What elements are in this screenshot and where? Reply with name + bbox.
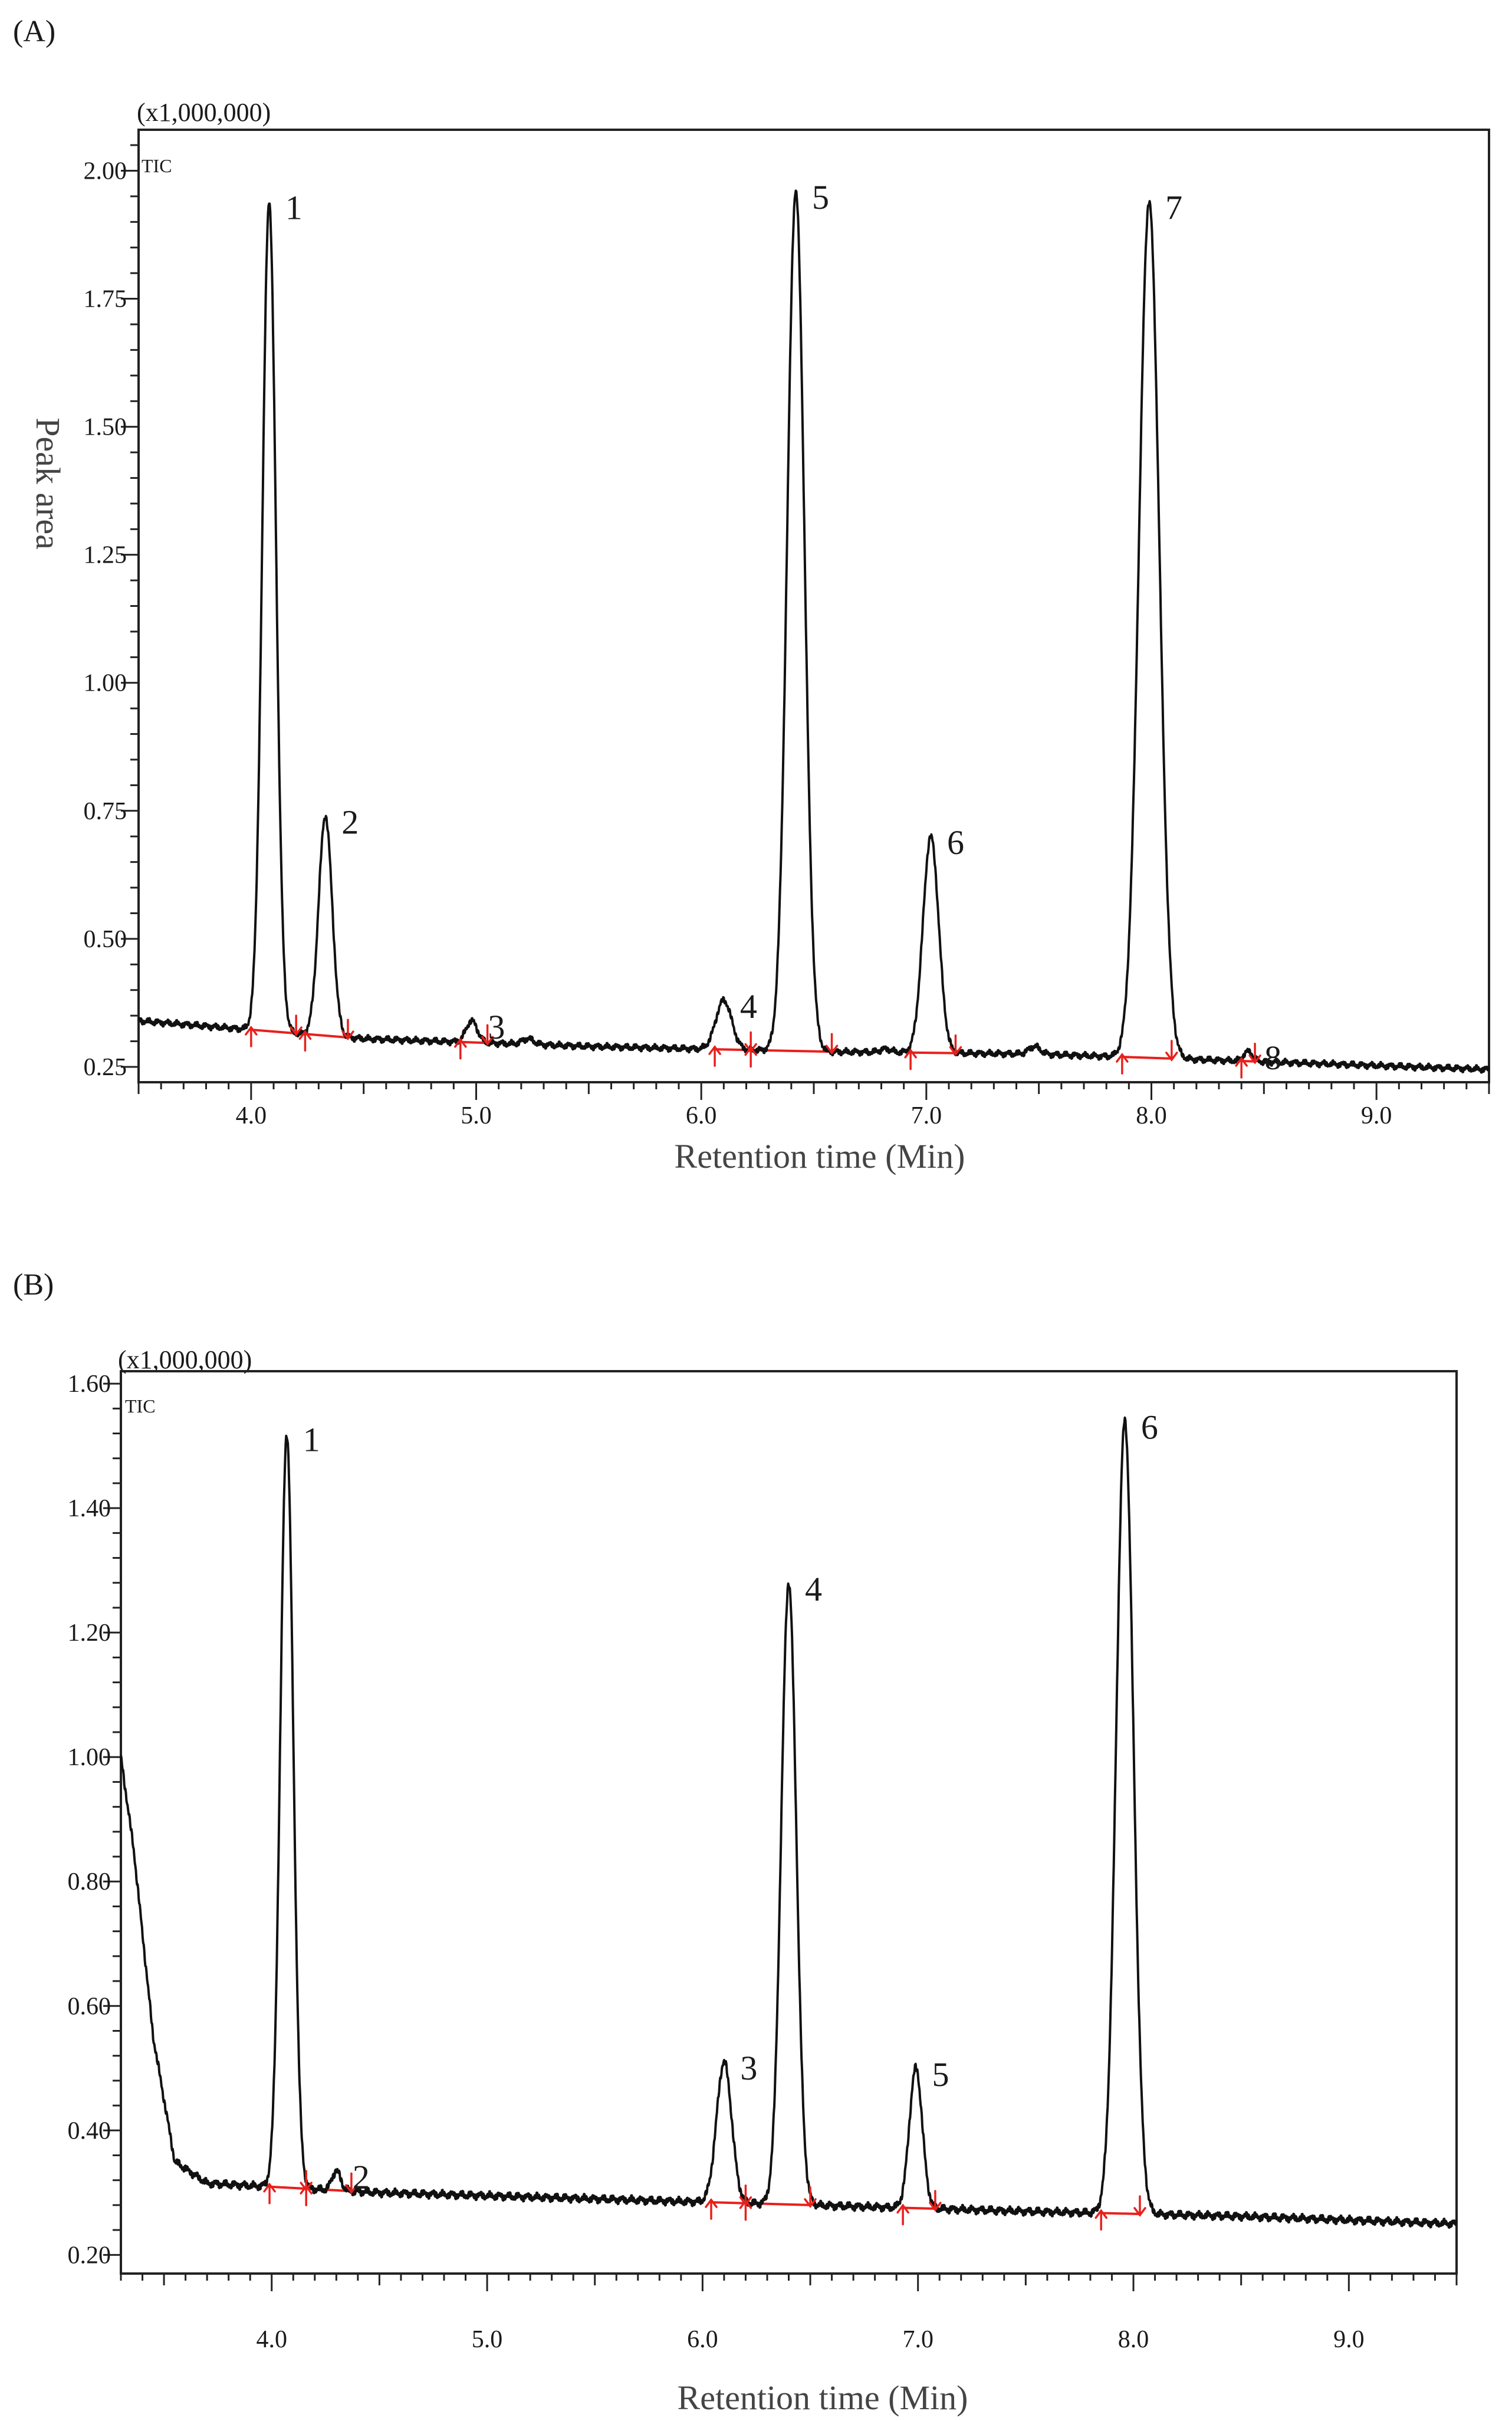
panel-a-x-tick-label: 7.0 <box>911 1102 942 1129</box>
panel-b-peak-label: 3 <box>740 2049 757 2087</box>
panel-a-y-tick-label: 0.50 <box>84 926 127 953</box>
chromatogram-panel-a: (A) (x1,000,000) TIC Peak area Retention… <box>13 15 1490 1175</box>
panel-a-y-tick-label: 1.25 <box>84 542 127 569</box>
panel-a-plot-area: 4.0 5.0 6.0 7.0 8.0 9.0 0.25 0.50 0.75 1.00 1.25 1.… <box>84 129 1490 1129</box>
panel-a-scale-label: (x1,000,000) <box>137 98 271 127</box>
panel-b-peak-label: 2 <box>353 2158 370 2196</box>
panel-b-peak-label: 4 <box>805 1570 822 1608</box>
panel-a-y-tick-label: 1.75 <box>84 286 127 313</box>
panel-a-peak-label: 6 <box>947 823 964 862</box>
panel-b-integration-marker <box>896 2203 909 2226</box>
panel-a-x-tick-label: 8.0 <box>1136 1102 1167 1129</box>
panel-b-y-tick-label: 0.20 <box>68 2242 111 2269</box>
panel-a-integration-marker <box>1248 1042 1261 1065</box>
panel-a-x-tick-label: 9.0 <box>1361 1102 1392 1129</box>
panel-b-x-tick-label: 5.0 <box>472 2326 503 2353</box>
panel-b-integration-marker <box>263 2182 276 2205</box>
panel-b-integration-baseline <box>269 2185 307 2190</box>
panel-a-integration-marker <box>949 1034 962 1056</box>
panel-b-integration-baseline <box>711 2201 746 2205</box>
panel-b-peak-label: 5 <box>932 2055 949 2094</box>
panel-a-x-axis-title: Retention time (Min) <box>675 1137 965 1175</box>
panel-b-integration-marker <box>705 2198 718 2220</box>
panel-b-integration-marker <box>300 2185 313 2206</box>
panel-a-integration-marker <box>904 1048 917 1070</box>
panel-b-y-tick-label: 0.80 <box>68 1868 111 1896</box>
panel-b-x-tick-label: 8.0 <box>1118 2326 1149 2353</box>
panel-a-peak-label: 1 <box>285 189 303 227</box>
panel-b-integration-baseline <box>903 2206 935 2210</box>
panel-b-scale-label: (x1,000,000) <box>118 1345 252 1374</box>
panel-a-peak-label: 2 <box>341 803 359 841</box>
panel-a-integration-marker <box>298 1030 312 1052</box>
panel-a-integration-baseline <box>1122 1056 1172 1060</box>
panel-a-y-axis-title: Peak area <box>29 418 67 550</box>
panel-a-y-tick-label: 1.50 <box>84 414 127 441</box>
panel-a-integration-marker <box>708 1045 721 1067</box>
panel-a-integration-marker <box>454 1037 467 1060</box>
panel-a-peak-label: 8 <box>1264 1039 1281 1077</box>
panel-b-integration-marker <box>1133 2195 1146 2217</box>
panel-b-x-tick-label: 7.0 <box>902 2326 934 2353</box>
panel-b-tic-label: TIC <box>125 1395 156 1417</box>
panel-b-y-tick-label: 0.60 <box>68 1993 111 2020</box>
panel-a-y-tick-label: 0.75 <box>84 798 127 825</box>
panel-b-integration-marker <box>929 2190 942 2212</box>
panel-b-tic-trace <box>120 1416 1458 2229</box>
panel-a-integration-marker <box>290 1014 303 1036</box>
panel-a-integration-baseline <box>305 1033 349 1039</box>
panel-b-x-axis-title: Retention time (Min) <box>678 2379 968 2417</box>
panel-b-peak-label: 6 <box>1141 1408 1158 1446</box>
panel-b-integration-marker <box>804 2186 817 2208</box>
panel-b-y-tick-label: 1.20 <box>68 1620 111 1647</box>
panel-a-integration-baseline <box>460 1040 488 1044</box>
panel-b-plot-area: 4.0 5.0 6.0 7.0 8.0 9.0 0.20 0.40 0.60 0.80 1.00 1.… <box>68 1370 1458 2353</box>
panel-b-x-tick-label: 6.0 <box>687 2326 718 2353</box>
panel-b-x-tick-label: 9.0 <box>1333 2326 1365 2353</box>
panel-a-x-tick-label: 4.0 <box>236 1102 267 1129</box>
panel-a-integration-marker <box>1235 1057 1248 1079</box>
panel-a-integration-marker <box>744 1046 757 1068</box>
panel-a-peak-label: 4 <box>740 987 757 1026</box>
panel-a-tic-label: TIC <box>142 155 172 176</box>
panel-b-integration-marker <box>345 2172 358 2195</box>
panel-a-y-tick-label: 1.00 <box>84 670 127 697</box>
panel-b-peak-label: 1 <box>303 1421 320 1459</box>
panel-a-integration-marker <box>245 1026 258 1047</box>
chromatogram-panel-b: (B) (x1,000,000) TIC Retention time (Min… <box>13 1268 1458 2417</box>
panel-a-integration-marker <box>825 1033 839 1055</box>
panel-b-y-tick-label: 1.40 <box>68 1495 111 1522</box>
panel-a-integration-marker <box>341 1019 354 1040</box>
panel-b-y-tick-label: 1.60 <box>68 1371 111 1398</box>
panel-a-y-tick-label: 2.00 <box>84 157 127 185</box>
panel-a-tic-trace <box>137 189 1490 1074</box>
panel-a-peak-label: 7 <box>1165 189 1182 227</box>
panel-b-y-tick-label: 0.40 <box>68 2117 111 2144</box>
panel-a-x-tick-label: 6.0 <box>686 1102 717 1129</box>
panel-b-x-tick-label: 4.0 <box>256 2326 287 2353</box>
panel-a-integration-marker <box>481 1024 494 1046</box>
panel-b-integration-baseline <box>1101 2212 1140 2215</box>
panel-b-integration-marker <box>1094 2209 1107 2231</box>
panel-a-peak-label: 5 <box>812 178 829 216</box>
panel-b-plot-frame <box>120 1370 1458 2275</box>
panel-a-label: (A) <box>13 15 55 48</box>
panel-a-integration-baseline <box>251 1029 297 1035</box>
panel-b-label: (B) <box>13 1268 54 1302</box>
panel-a-y-tick-label: 0.25 <box>84 1054 127 1081</box>
panel-b-y-tick-label: 1.00 <box>68 1744 111 1771</box>
panel-a-peak-label: 3 <box>488 1008 505 1046</box>
panel-a-integration-marker <box>1116 1053 1129 1075</box>
panel-a-integration-marker <box>1165 1040 1178 1062</box>
panel-a-x-tick-label: 5.0 <box>461 1102 492 1129</box>
panel-b-integration-marker <box>739 2199 752 2221</box>
